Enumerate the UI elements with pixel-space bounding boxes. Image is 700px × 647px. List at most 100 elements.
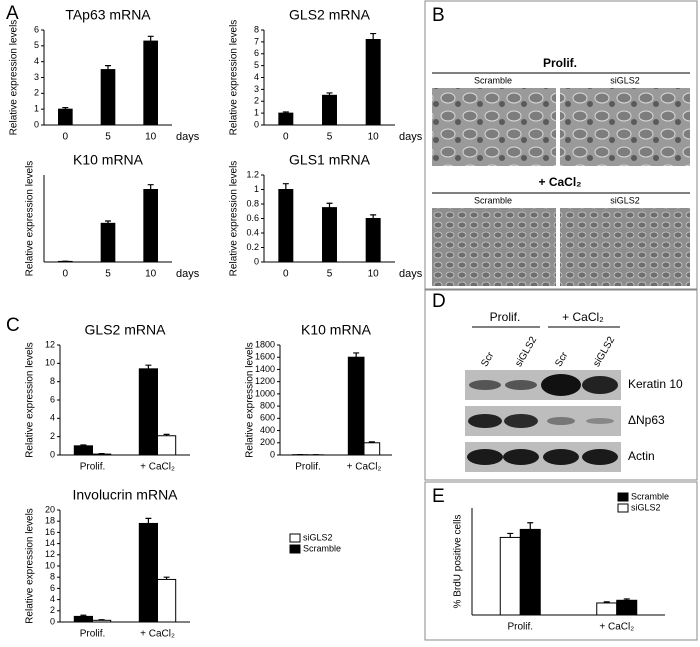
- y-tick-label: 16: [45, 527, 55, 537]
- bar: [597, 603, 617, 615]
- y-tick-label: 0: [50, 616, 55, 626]
- micrograph: [432, 88, 556, 166]
- bar: [323, 95, 337, 125]
- x-tick-label: + CaCl₂: [347, 462, 382, 473]
- error-bar: [105, 66, 111, 70]
- y-axis-label: Relative expression levels: [229, 20, 240, 136]
- y-tick-label: 800: [260, 400, 275, 410]
- y-tick-label: 2: [254, 96, 259, 106]
- micrograph: [560, 208, 690, 286]
- band-label: ΔNp63: [628, 413, 665, 427]
- x-tick-label: 5: [327, 132, 333, 143]
- x-tick-label: 5: [327, 269, 333, 280]
- blot-strip: [465, 406, 621, 436]
- error-bar: [370, 34, 376, 40]
- y-tick-label: 2: [50, 605, 55, 615]
- error-bar: [145, 518, 151, 523]
- y-tick-label: 0: [254, 119, 259, 129]
- y-tick-label: 0.4: [246, 227, 259, 237]
- y-tick-label: 1: [254, 108, 259, 118]
- panel-letter: D: [432, 291, 446, 312]
- y-tick-label: 6: [50, 583, 55, 593]
- y-tick-label: 1.2: [246, 169, 259, 179]
- x-tick-label: Prolif.: [80, 629, 106, 640]
- bar: [364, 443, 380, 455]
- y-tick-label: 18: [45, 516, 55, 526]
- chart-title: GLS2 mRNA: [289, 7, 371, 23]
- y-tick-label: 0: [50, 449, 55, 459]
- bar: [348, 357, 364, 455]
- y-tick-label: 6: [50, 394, 55, 404]
- y-axis-label: Relative expression levels: [25, 342, 36, 458]
- error-bar: [353, 353, 359, 357]
- x-axis-label: days: [176, 131, 200, 143]
- legend-label: Scramble: [303, 543, 341, 553]
- error-bar: [527, 523, 533, 530]
- legend-label: Scramble: [631, 491, 669, 501]
- y-tick-label: 3: [254, 84, 259, 94]
- bar: [74, 446, 92, 455]
- x-tick-label: 10: [368, 132, 380, 143]
- bar: [279, 113, 293, 125]
- micrograph: [432, 208, 556, 286]
- y-tick-label: 1600: [255, 352, 275, 362]
- y-tick-label: 8: [254, 24, 259, 34]
- x-tick-label: 10: [368, 269, 380, 280]
- band-label: Keratin 10: [628, 377, 683, 391]
- bar: [158, 579, 176, 622]
- bar: [366, 40, 380, 126]
- column-label: siGLS2: [610, 75, 640, 85]
- x-axis-label: days: [399, 268, 423, 280]
- bar: [59, 109, 73, 125]
- error-bar: [148, 185, 154, 190]
- y-axis-label: % BrdU positive cells: [453, 515, 464, 609]
- error-bar: [145, 365, 151, 369]
- y-tick-label: 20: [45, 504, 55, 514]
- y-tick-label: 1800: [255, 339, 275, 349]
- x-tick-label: Prolif.: [507, 622, 533, 633]
- micrograph: [560, 88, 690, 166]
- y-tick-label: 0: [270, 449, 275, 459]
- chart-title: GLS1 mRNA: [289, 152, 371, 168]
- bar: [93, 620, 111, 622]
- bar: [617, 600, 637, 615]
- bar: [144, 190, 158, 263]
- bar: [139, 523, 157, 622]
- lane-label: siGLS2: [513, 335, 539, 369]
- error-bar: [148, 36, 154, 41]
- legend-swatch: [618, 493, 628, 501]
- lane-label: Scr: [553, 350, 570, 369]
- y-tick-label: 10: [45, 560, 55, 570]
- y-tick-label: 1200: [255, 376, 275, 386]
- row-title: + CaCl₂: [538, 175, 581, 189]
- y-tick-label: 2: [50, 431, 55, 441]
- y-tick-label: 1000: [255, 388, 275, 398]
- legend-label: siGLS2: [303, 532, 333, 542]
- x-tick-label: 5: [105, 132, 111, 143]
- y-axis-label: Relative expression levels: [25, 508, 36, 624]
- y-axis-label: Relative expression levels: [25, 161, 36, 277]
- y-tick-label: 6: [254, 48, 259, 58]
- legend-swatch: [290, 545, 300, 553]
- x-tick-label: + CaCl₂: [140, 462, 175, 473]
- y-tick-label: 12: [45, 549, 55, 559]
- y-tick-label: 4: [50, 413, 55, 423]
- y-tick-label: 4: [254, 72, 259, 82]
- chart-title: K10 mRNA: [301, 322, 372, 338]
- band-label: Actin: [628, 449, 655, 463]
- x-axis-label: days: [176, 268, 200, 280]
- bar: [139, 369, 157, 455]
- y-tick-label: 10: [45, 358, 55, 368]
- x-tick-label: 0: [63, 132, 69, 143]
- x-tick-label: Prolif.: [295, 462, 321, 473]
- error-bar: [283, 184, 289, 190]
- chart-title: K10 mRNA: [73, 152, 144, 168]
- chart-title: TAp63 mRNA: [65, 7, 151, 23]
- y-tick-label: 2: [34, 88, 39, 98]
- y-tick-label: 0: [34, 119, 39, 129]
- y-tick-label: 200: [260, 437, 275, 447]
- column-label: siGLS2: [610, 195, 640, 205]
- panel-letter: C: [6, 315, 20, 336]
- y-tick-label: 5: [34, 40, 39, 50]
